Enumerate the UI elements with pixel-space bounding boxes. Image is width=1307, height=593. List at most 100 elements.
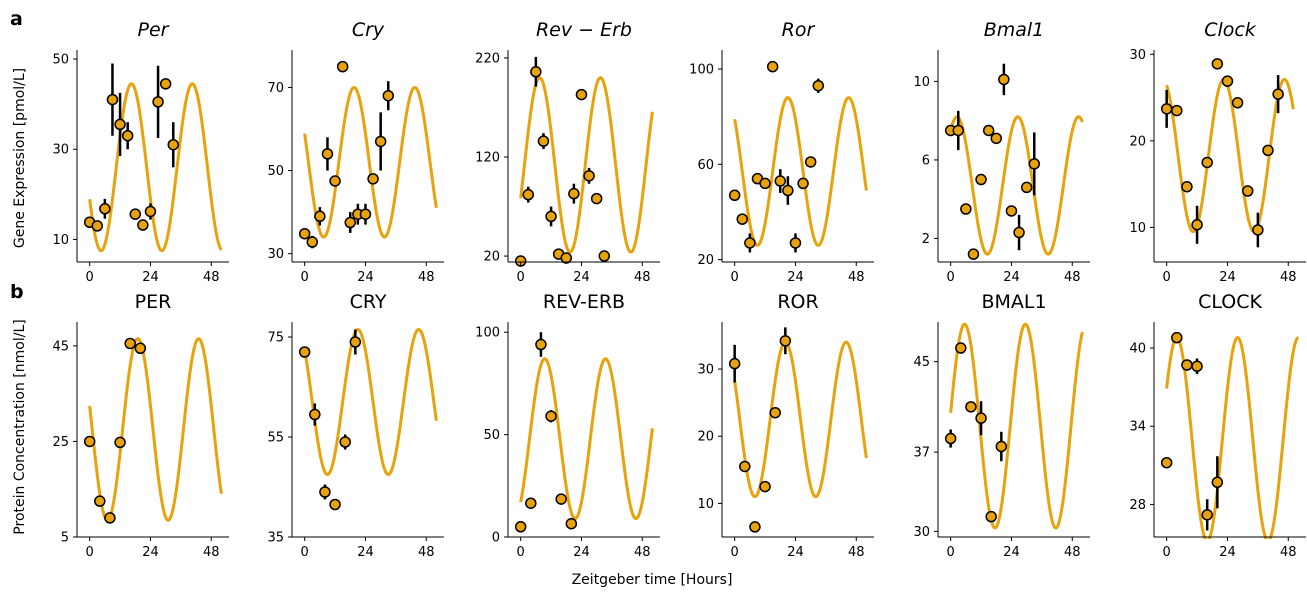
data-point — [374, 135, 387, 148]
subplot-per: 5 25 45 0 24 48 PER — [52, 291, 229, 560]
model-curve — [733, 96, 868, 247]
data-point — [766, 60, 779, 73]
data-point — [944, 432, 957, 445]
data-point — [114, 436, 126, 449]
data-point — [522, 188, 535, 201]
panel-label-a: a — [10, 8, 23, 30]
y-tick-label: 10 — [697, 497, 714, 512]
y-tick-label: 30 — [913, 525, 930, 540]
data-point — [319, 486, 331, 498]
x-tick-label: 24 — [142, 270, 159, 285]
data-point — [104, 512, 116, 524]
data-point — [568, 187, 580, 200]
subplot-title: Bmal1 — [984, 19, 1045, 41]
data-point — [759, 177, 771, 190]
y-tick-label: 37 — [913, 446, 930, 461]
y-tick-label: 10 — [52, 233, 69, 248]
data-point — [1181, 180, 1193, 193]
x-tick-label: 0 — [1163, 270, 1171, 285]
subplot-title: Cry — [352, 19, 385, 41]
x-tick-label: 48 — [1064, 270, 1081, 285]
data-point — [1028, 158, 1041, 170]
data-point — [975, 173, 987, 186]
x-tick-label: 24 — [142, 545, 159, 560]
data-point — [728, 357, 741, 370]
model-curve — [949, 322, 1084, 530]
data-point — [309, 408, 321, 421]
data-point — [83, 435, 96, 448]
y-tick-label: 45 — [52, 339, 69, 354]
x-tick-label: 0 — [947, 270, 955, 285]
model-curve — [303, 85, 438, 239]
subplot-bmal1: 30 37 45 0 24 48 BMAL1 — [913, 291, 1090, 560]
x-tick-label: 48 — [418, 545, 435, 560]
y-tick-label: 28 — [1129, 498, 1146, 513]
y-tick-label: 10 — [913, 75, 930, 90]
data-point — [560, 252, 573, 264]
data-point — [344, 216, 357, 229]
data-point — [336, 60, 349, 73]
y-tick-label: 50 — [52, 53, 69, 68]
x-tick-label: 48 — [848, 545, 865, 560]
data-point — [967, 248, 980, 260]
x-tick-label: 0 — [86, 545, 94, 560]
data-point — [1181, 359, 1193, 371]
y-tick-label: 100 — [689, 63, 714, 78]
subplot-ror: 20 60 100 0 24 48 Ror — [689, 19, 874, 285]
data-point — [1160, 103, 1173, 115]
data-point — [525, 497, 537, 509]
y-tick-label: 30 — [697, 363, 714, 378]
model-curve — [1165, 77, 1295, 234]
data-point — [535, 338, 547, 351]
figure-xlabel: Zeitgeber time [Hours] — [572, 572, 733, 588]
y-tick-label: 120 — [475, 150, 500, 165]
x-tick-label: 24 — [357, 270, 374, 285]
model-curve — [303, 327, 438, 477]
data-point — [749, 521, 761, 533]
y-tick-label: 20 — [483, 250, 500, 265]
x-tick-label: 0 — [301, 545, 309, 560]
x-tick-label: 0 — [1163, 545, 1171, 560]
data-point — [1231, 97, 1244, 109]
x-tick-label: 0 — [301, 270, 309, 285]
data-point — [739, 460, 751, 473]
subplot-cry: 30 50 70 0 24 48 Cry — [267, 19, 444, 285]
y-tick-label: 40 — [1129, 342, 1146, 357]
subplot-rev-erb: 20 120 220 0 24 48 Rev − Erb — [475, 19, 660, 285]
model-curve — [519, 76, 654, 254]
data-point — [728, 189, 741, 202]
data-point — [565, 517, 578, 530]
x-tick-label: 24 — [357, 545, 374, 560]
y-tick-label: 70 — [267, 81, 284, 96]
panel-label-b: b — [10, 281, 24, 303]
data-point — [91, 220, 104, 232]
data-point — [736, 213, 749, 225]
data-point — [1241, 185, 1254, 197]
data-point — [167, 138, 180, 151]
data-point — [1211, 476, 1224, 489]
data-point — [555, 493, 567, 505]
data-point — [583, 170, 595, 182]
data-point — [812, 79, 825, 92]
data-point — [990, 132, 1003, 145]
subplot-per: 10 30 50 0 24 48 Per — [52, 19, 229, 285]
model-curve — [1165, 336, 1299, 539]
data-point — [744, 237, 756, 249]
data-point — [94, 495, 106, 507]
data-point — [514, 521, 527, 533]
x-tick-label: 0 — [517, 545, 525, 560]
x-tick-label: 48 — [418, 270, 435, 285]
x-tick-label: 24 — [573, 270, 590, 285]
y-tick-label: 34 — [1129, 420, 1146, 435]
subplot-title: ROR — [777, 291, 818, 313]
model-curve — [949, 115, 1084, 256]
data-point — [1020, 181, 1033, 194]
subplot-title: CLOCK — [1198, 291, 1262, 313]
row-a-ylabel: Gene Expression [pmol/L] — [12, 68, 28, 248]
data-point — [789, 237, 802, 249]
y-tick-label: 2 — [922, 232, 930, 247]
data-point — [382, 89, 395, 102]
x-tick-label: 48 — [203, 270, 220, 285]
